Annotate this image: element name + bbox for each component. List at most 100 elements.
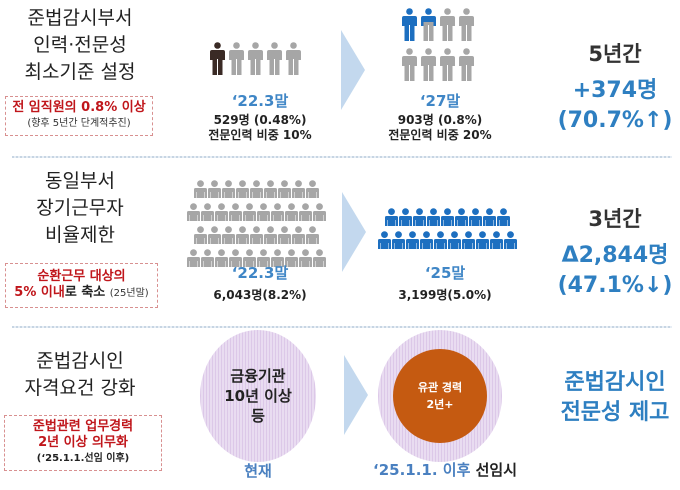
people-row (400, 8, 476, 45)
person-icon (312, 203, 326, 225)
person-icon (440, 48, 455, 85)
person-icon (398, 208, 412, 230)
person-icon (270, 249, 284, 271)
person-icon (298, 203, 312, 225)
person-icon (228, 249, 242, 271)
people-row (400, 48, 476, 85)
people-row (193, 226, 319, 248)
arrow-right-icon (344, 355, 368, 435)
caption-line: 903명 (0.8%) (397, 113, 483, 127)
person-icon (235, 226, 249, 248)
inner-orange-circle: 유관 경력 2년+ (393, 349, 487, 443)
row1-summary: 5년간 +374명 (70.7%↑) (540, 38, 680, 136)
person-icon (221, 226, 235, 248)
title-line: 비율제한 (45, 224, 115, 246)
row3-title: 준법감시인 자격요건 강화 (0, 348, 160, 402)
label-date: ‘25.1.1. 이후 (373, 461, 471, 479)
title-line: 인력·전문성 (33, 34, 127, 56)
person-icon (263, 180, 277, 202)
title-line: 준법감시부서 (27, 7, 133, 29)
person-icon (482, 208, 496, 230)
circle-text: 유관 경력 (417, 381, 463, 394)
person-icon (305, 226, 319, 248)
person-icon (235, 180, 249, 202)
person-icon (186, 249, 200, 271)
new-requirement-circle: 유관 경력 2년+ (378, 330, 502, 462)
people-row (186, 203, 326, 225)
person-icon (193, 180, 207, 202)
person-icon (210, 42, 225, 79)
person-icon (377, 231, 391, 253)
person-icon (291, 226, 305, 248)
person-icon (248, 42, 263, 79)
row2-before-caption: 6,043명(8.2%) (213, 288, 307, 302)
person-icon (193, 226, 207, 248)
requirement-note: (25년말) (109, 288, 149, 299)
arrow-right-icon (342, 192, 366, 272)
row1-title: 준법감시부서 인력·전문성 최소기준 설정 (0, 5, 160, 86)
person-icon (421, 48, 436, 85)
person-icon (468, 208, 482, 230)
summary-percent: (47.1%↓) (557, 273, 673, 298)
person-icon (503, 231, 517, 253)
row2-requirement-box: 순환근무 대상의 5% 이내로 축소 (25년말) (5, 263, 158, 308)
current-label: 현재 (244, 462, 272, 480)
person-icon (207, 226, 221, 248)
person-icon (426, 208, 440, 230)
current-requirement-circle: 금융기관 10년 이상 등 (200, 330, 316, 462)
title-line: 준법감시인 (36, 350, 124, 372)
person-icon (214, 203, 228, 225)
people-row (186, 249, 326, 271)
row1-after-caption: 903명 (0.8%) 전문인력 비중 20% (365, 113, 515, 143)
person-icon (459, 48, 474, 85)
row2-before-period: ‘22.3말 (231, 264, 289, 282)
title-line: 장기근무자 (36, 197, 124, 219)
requirement-text: 준법관련 업무경력 (32, 419, 134, 434)
requirement-note: (‘25.1.1.선임 이후) (36, 453, 130, 464)
row1-after-people (400, 8, 476, 88)
person-icon (405, 231, 419, 253)
divider (12, 326, 672, 328)
person-icon (291, 180, 305, 202)
row2-summary: 3년간 Δ2,844명 (47.1%↓) (540, 203, 680, 301)
arrow-right-icon (341, 30, 365, 110)
summary-span: 5년간 (588, 42, 642, 66)
row3-summary: 준법감시인 전문성 제고 (535, 368, 680, 428)
requirement-text: 5% 이내 (14, 285, 65, 300)
person-icon (402, 48, 417, 85)
person-icon (305, 180, 319, 202)
people-row (384, 208, 510, 230)
person-icon (489, 231, 503, 253)
person-icon (228, 203, 242, 225)
person-icon (256, 249, 270, 271)
person-icon (412, 208, 426, 230)
title-line: 동일부서 (45, 170, 115, 192)
person-icon (440, 8, 455, 45)
row2-before-people (186, 180, 326, 272)
person-icon (267, 42, 282, 79)
person-icon (421, 8, 436, 45)
row1-before-people (208, 42, 303, 79)
circle-text: 2년+ (426, 398, 454, 411)
person-icon (214, 249, 228, 271)
person-icon (298, 249, 312, 271)
person-icon (270, 203, 284, 225)
person-icon (256, 203, 270, 225)
circle-text: 10년 이상 (224, 387, 292, 405)
row2-after-caption: 3,199명(5.0%) (398, 288, 492, 302)
person-icon (207, 180, 221, 202)
row1-before-period: ‘22.3말 (231, 92, 289, 110)
new-label: ‘25.1.1. 이후 선임시 (370, 459, 520, 480)
row1-requirement-box: 전 임직원의 0.8% 이상 (향후 5년간 단계적추진) (5, 96, 153, 136)
row1-after-period: ‘27말 (419, 92, 461, 110)
caption-line: 전문인력 비중 10% (208, 128, 312, 142)
title-line: 자격요건 강화 (24, 377, 136, 399)
row1-before-caption: 529명 (0.48%) 전문인력 비중 10% (185, 113, 335, 143)
row3-requirement-box: 준법관련 업무경력 2년 이상 의무화 (‘25.1.1.선임 이후) (4, 415, 162, 471)
person-icon (461, 231, 475, 253)
people-row (377, 231, 517, 253)
circle-text: 금융기관 (230, 367, 286, 385)
person-icon (286, 42, 301, 79)
person-icon (263, 226, 277, 248)
summary-span: 3년간 (588, 207, 642, 231)
